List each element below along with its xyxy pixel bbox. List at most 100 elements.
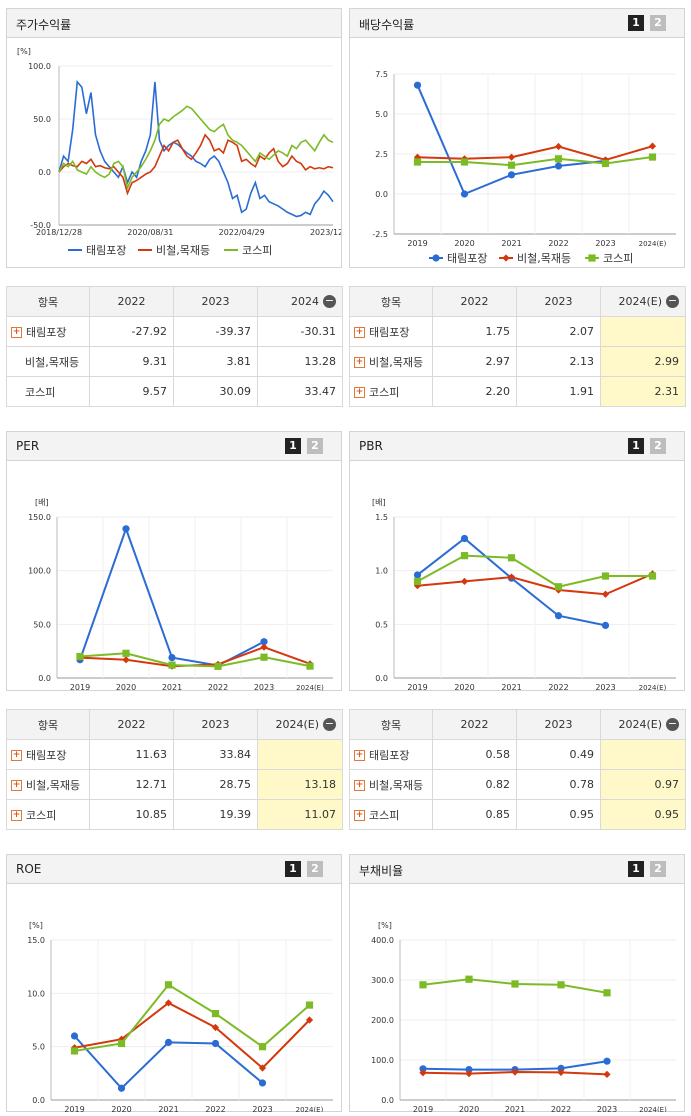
x-tick-label: 2023 bbox=[595, 683, 615, 691]
data-point bbox=[413, 158, 422, 166]
expand-icon[interactable]: + bbox=[11, 327, 22, 338]
column-header-label: 항목 bbox=[380, 718, 402, 732]
collapse-icon[interactable]: − bbox=[666, 294, 679, 309]
chart-pbr: [배] 1.5 1.0 0.5 0.0 2019 2020 2021 2022 2023 2024(… bbox=[372, 498, 676, 708]
data-point bbox=[260, 638, 268, 646]
y-tick-label: -50.0 bbox=[30, 221, 51, 230]
x-tick-label: 2023 bbox=[252, 1105, 272, 1112]
panel-title: PER bbox=[16, 439, 40, 453]
collapse-icon[interactable]: − bbox=[666, 717, 679, 732]
expand-icon[interactable]: + bbox=[354, 810, 365, 821]
expand-icon[interactable]: + bbox=[354, 387, 365, 398]
expand-icon[interactable]: + bbox=[354, 327, 365, 338]
chart-per: [배] 150.0 100.0 50.0 0.0 2019 2020 2021 2022 2023… bbox=[28, 498, 333, 708]
data-point bbox=[413, 577, 422, 585]
y-axis-unit: [%] bbox=[29, 921, 43, 930]
y-tick-label: 100.0 bbox=[28, 567, 51, 576]
column-header: 항목 bbox=[349, 286, 433, 317]
y-tick-label: 150.0 bbox=[28, 513, 51, 522]
expand-icon[interactable]: + bbox=[354, 750, 365, 761]
view-1-button[interactable]: 1 bbox=[628, 438, 644, 454]
view-2-button[interactable]: 2 bbox=[307, 438, 323, 454]
row-label: 태림포장 bbox=[26, 325, 67, 339]
table-cell: 0.95 bbox=[516, 799, 601, 830]
view-1-button[interactable]: 1 bbox=[628, 861, 644, 877]
x-tick-label: 2022 bbox=[548, 239, 568, 248]
y-tick-label: 0.0 bbox=[38, 674, 51, 683]
data-point bbox=[413, 153, 422, 161]
expand-icon[interactable]: + bbox=[11, 780, 22, 791]
expand-icon[interactable]: + bbox=[354, 357, 365, 368]
collapse-icon[interactable]: − bbox=[323, 717, 336, 732]
data-point bbox=[557, 981, 565, 989]
column-header: 2022 bbox=[432, 286, 517, 317]
row-label: 코스피 bbox=[25, 385, 56, 399]
view-1-button[interactable]: 1 bbox=[285, 861, 301, 877]
view-2-button[interactable]: 2 bbox=[650, 15, 666, 31]
table-cell: 2.99 bbox=[600, 346, 686, 377]
y-axis-unit: [배] bbox=[372, 498, 386, 507]
data-point bbox=[603, 989, 611, 997]
expand-icon[interactable]: + bbox=[11, 750, 22, 761]
panel-title: PBR bbox=[359, 439, 383, 453]
chart-roe: [%] 15.0 10.0 5.0 0.0 2019 2020 2021 2022 2023 202… bbox=[27, 921, 333, 1114]
view-2-button[interactable]: 2 bbox=[650, 861, 666, 877]
view-2-button[interactable]: 2 bbox=[307, 861, 323, 877]
table-cell: 10.85 bbox=[89, 799, 174, 830]
table-cell: 3.81 bbox=[173, 346, 258, 377]
y-tick-label: 0.0 bbox=[38, 168, 51, 177]
collapse-icon[interactable]: − bbox=[323, 294, 336, 309]
x-tick-label: 2022 bbox=[551, 1105, 571, 1112]
data-point bbox=[168, 661, 176, 669]
series-line bbox=[417, 554, 653, 588]
table-cell: 12.71 bbox=[89, 769, 174, 800]
table-cell: 1.91 bbox=[516, 376, 601, 407]
data-point bbox=[214, 662, 222, 670]
table-cell: 2.13 bbox=[516, 346, 601, 377]
chart-debt-ratio: [%] 400.0 300.0 200.0 100.0 0.0 2019 2020 2021 20… bbox=[371, 921, 676, 1114]
view-2-button[interactable]: 2 bbox=[650, 438, 666, 454]
y-tick-label: 100.0 bbox=[28, 62, 51, 71]
y-tick-label: 50.0 bbox=[33, 620, 51, 629]
column-header-label: 2023 bbox=[201, 718, 230, 731]
data-point bbox=[601, 572, 610, 580]
column-header-label: 2022 bbox=[460, 295, 489, 308]
column-header-label: 항목 bbox=[380, 295, 402, 309]
data-point bbox=[557, 1064, 565, 1072]
table-pbr: 항목 2022 2023 2024(E) − + 태림포장 0.58 0.49 + 비철,목재등 0.… bbox=[349, 709, 686, 830]
data-point bbox=[122, 525, 130, 533]
view-1-button[interactable]: 1 bbox=[285, 438, 301, 454]
data-point bbox=[419, 981, 427, 989]
data-point bbox=[507, 554, 516, 562]
column-header-label: 2022 bbox=[117, 718, 146, 731]
series-line bbox=[417, 572, 653, 596]
x-tick-label: 2019 bbox=[407, 239, 427, 248]
data-point bbox=[588, 254, 596, 262]
data-point bbox=[413, 582, 422, 590]
table-header-row: 항목 2022 2023 2024(E) − bbox=[349, 709, 686, 740]
table-cell: 33.47 bbox=[257, 376, 343, 407]
panel-title: 부채비율 bbox=[359, 864, 404, 878]
row-label-cell: + 비철,목재등 bbox=[6, 769, 90, 800]
row-label: 코스피 bbox=[369, 385, 400, 399]
data-point bbox=[432, 254, 440, 262]
x-tick-label: 2022 bbox=[548, 683, 568, 691]
legend-label: 태림포장 bbox=[86, 244, 126, 257]
table-cell: 0.85 bbox=[432, 799, 517, 830]
panel-per: PER 1 2 [배] 150.0 100.0 50.0 0.0 2019 2020 2021… bbox=[6, 431, 342, 708]
view-1-button[interactable]: 1 bbox=[628, 15, 644, 31]
y-tick-label: 0.0 bbox=[375, 674, 388, 683]
table-header-row: 항목 2022 2023 2024− bbox=[6, 286, 343, 317]
panel-header: 배당수익률 1 2 bbox=[350, 9, 684, 38]
series-line bbox=[74, 983, 311, 1052]
x-tick-label: 2020 bbox=[454, 239, 474, 248]
column-header-label: 2024(E) bbox=[275, 717, 319, 731]
column-header: 2023 bbox=[516, 286, 601, 317]
table-cell: 0.95 bbox=[600, 799, 686, 830]
column-header: 2023 bbox=[173, 286, 258, 317]
expand-icon[interactable]: + bbox=[11, 810, 22, 821]
expand-icon[interactable]: + bbox=[354, 780, 365, 791]
data-point bbox=[70, 1047, 79, 1055]
data-point bbox=[554, 583, 563, 591]
x-tick-label: 2023 bbox=[597, 1105, 617, 1112]
